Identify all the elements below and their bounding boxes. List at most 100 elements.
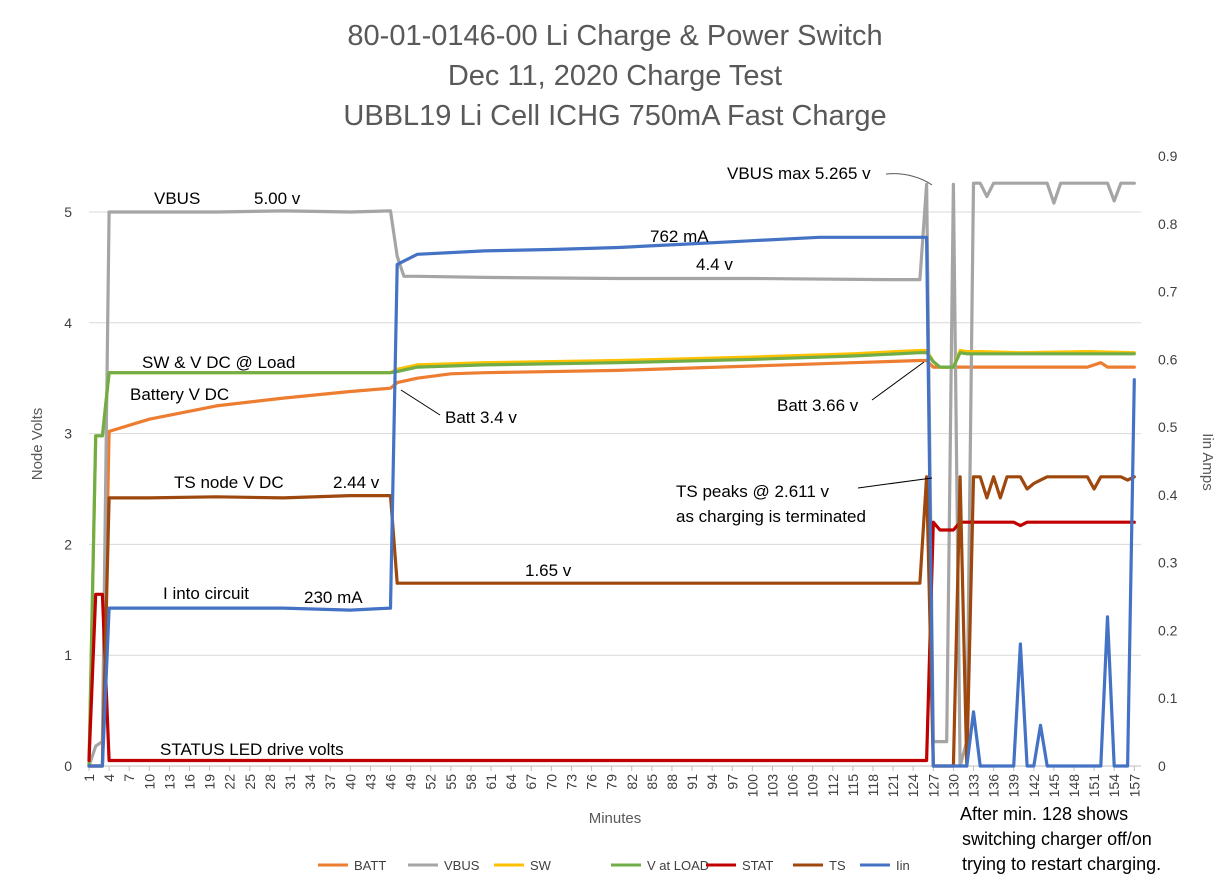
leader-batt-34 xyxy=(400,389,441,416)
x-tick-label: 31 xyxy=(282,774,298,790)
x-tick-label: 97 xyxy=(724,774,740,790)
x-tick-label: 22 xyxy=(222,774,238,790)
x-tick-label: 151 xyxy=(1086,774,1102,798)
y-tick-label: 2 xyxy=(64,536,72,552)
legend-label: VBUS xyxy=(444,858,480,873)
label-230-ma: 230 mA xyxy=(304,588,363,607)
series-line-iin xyxy=(87,235,1136,768)
x-tick-label: 136 xyxy=(986,774,1002,798)
x-tick-label: 124 xyxy=(905,774,921,798)
y-tick-label: 1 xyxy=(64,647,72,663)
label-sw-load: SW & V DC @ Load xyxy=(142,353,295,372)
x-tick-label: 1 xyxy=(81,774,97,782)
label-after-1: After min. 128 shows xyxy=(960,804,1128,824)
leader-batt-366 xyxy=(871,361,925,401)
x-tick-label: 40 xyxy=(342,774,358,790)
label-4-4-v: 4.4 v xyxy=(696,255,733,274)
x-tick-label: 10 xyxy=(141,774,157,790)
x-tick-label: 118 xyxy=(865,774,881,797)
x-tick-label: 100 xyxy=(744,774,760,798)
x-tick-label: 121 xyxy=(885,774,901,798)
y-axis-ticks: 0 1 2 3 4 5 xyxy=(64,204,72,774)
chart-title: 80-01-0146-00 Li Charge & Power Switch D… xyxy=(343,20,886,132)
x-tick-label: 127 xyxy=(925,774,941,798)
y2-tick-label: 0.6 xyxy=(1158,351,1178,367)
label-batt-34: Batt 3.4 v xyxy=(445,408,517,427)
x-tick-label: 52 xyxy=(423,774,439,790)
x-tick-label: 58 xyxy=(463,774,479,790)
y-tick-label: 5 xyxy=(64,204,72,220)
x-tick-label: 37 xyxy=(322,774,338,790)
label-batt-366: Batt 3.66 v xyxy=(777,396,859,415)
legend-label: STAT xyxy=(742,858,773,873)
y-axis-title: Node Volts xyxy=(29,408,46,481)
x-tick-label: 46 xyxy=(383,774,399,790)
x-tick-label: 76 xyxy=(584,774,600,790)
label-after-3: trying to restart charging. xyxy=(962,854,1161,874)
series-line-sw xyxy=(87,348,1136,768)
x-tick-label: 109 xyxy=(805,774,821,798)
label-vbus-value: 5.00 v xyxy=(254,189,301,208)
y2-tick-label: 0 xyxy=(1158,758,1166,774)
label-ts-value: 2.44 v xyxy=(333,473,380,492)
x-tick-label: 115 xyxy=(845,774,861,797)
x-tick-label: 16 xyxy=(182,774,198,790)
y2-tick-label: 0.5 xyxy=(1158,419,1178,435)
chart-title-line-3: UBBL19 Li Cell ICHG 750mA Fast Charge xyxy=(343,100,886,132)
label-status-led: STATUS LED drive volts xyxy=(160,740,344,759)
label-1-65-v: 1.65 v xyxy=(525,561,572,580)
x-tick-label: 4 xyxy=(101,774,117,782)
x-tick-label: 88 xyxy=(664,774,680,790)
y2-tick-label: 0.2 xyxy=(1158,622,1178,638)
x-tick-label: 94 xyxy=(704,774,720,790)
x-tick-label: 25 xyxy=(242,774,258,790)
x-tick-label: 7 xyxy=(121,774,137,782)
series-lines xyxy=(87,181,1136,768)
x-tick-label: 28 xyxy=(262,774,278,790)
label-vbus: VBUS xyxy=(154,189,200,208)
x-tick-label: 130 xyxy=(945,774,961,798)
y2-tick-label: 0.3 xyxy=(1158,555,1178,571)
x-tick-label: 43 xyxy=(362,774,378,790)
x-tick-label: 142 xyxy=(1026,774,1042,798)
chart-title-line-1: 80-01-0146-00 Li Charge & Power Switch xyxy=(347,20,882,52)
x-tick-label: 145 xyxy=(1046,774,1062,798)
label-after-2: switching charger off/on xyxy=(962,829,1152,849)
label-ts-peaks: TS peaks @ 2.611 v xyxy=(676,482,830,501)
series-line-ts xyxy=(87,475,1136,768)
y2-tick-label: 0.7 xyxy=(1158,284,1178,300)
leader-vbus-max xyxy=(885,173,933,186)
series-line-stat xyxy=(87,520,1136,763)
y-tick-label: 4 xyxy=(64,315,72,331)
x-tick-label: 85 xyxy=(644,774,660,790)
x-tick-label: 139 xyxy=(1006,774,1022,798)
x-tick-label: 91 xyxy=(684,774,700,790)
label-ts-node: TS node V DC xyxy=(174,473,284,492)
x-tick-label: 34 xyxy=(302,774,318,790)
y2-tick-label: 0.9 xyxy=(1158,148,1178,164)
x-tick-label: 106 xyxy=(785,774,801,798)
y-tick-label: 0 xyxy=(64,758,72,774)
x-tick-label: 19 xyxy=(202,774,218,790)
label-i-into: I into circuit xyxy=(163,584,249,603)
x-tick-label: 55 xyxy=(443,774,459,790)
x-tick-label: 82 xyxy=(624,774,640,790)
series-line-batt xyxy=(87,358,1136,768)
x-tick-label: 79 xyxy=(604,774,620,790)
legend: BATT VBUS SW V at LOAD STAT TS Iin xyxy=(318,858,910,873)
y2-axis-ticks: 0 0.1 0.2 0.3 0.4 0.5 0.6 0.7 0.8 0.9 xyxy=(1158,148,1178,774)
x-axis-title: Minutes xyxy=(589,810,642,827)
x-tick-label: 67 xyxy=(523,774,539,790)
label-ts-terminated: as charging is terminated xyxy=(676,507,866,526)
x-tick-label: 148 xyxy=(1066,774,1082,798)
x-tick-label: 61 xyxy=(483,774,499,790)
annotation-leaders xyxy=(400,173,933,489)
x-tick-label: 157 xyxy=(1126,774,1142,798)
y2-axis-title: Iin Amps xyxy=(1199,433,1216,491)
legend-label: BATT xyxy=(354,858,386,873)
legend-label: Iin xyxy=(896,858,910,873)
x-tick-label: 154 xyxy=(1106,774,1122,798)
y2-tick-label: 0.4 xyxy=(1158,487,1178,503)
annotations: VBUS 5.00 v SW & V DC @ Load Battery V D… xyxy=(130,164,1161,874)
